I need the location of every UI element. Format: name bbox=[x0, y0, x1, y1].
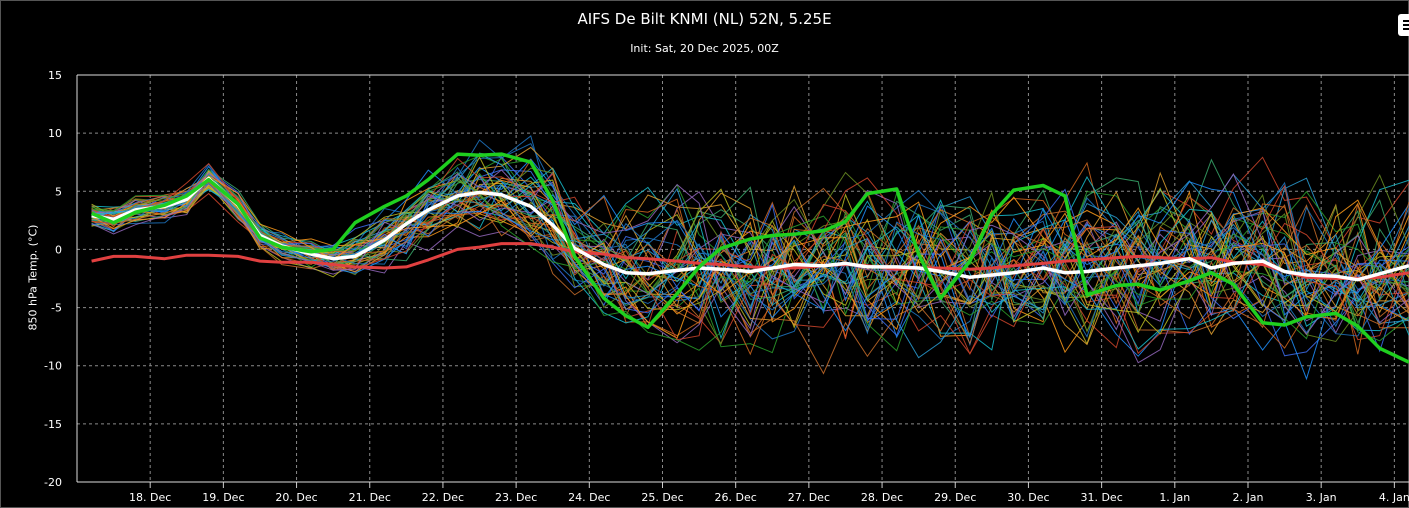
ensemble-member-line bbox=[91, 158, 1409, 345]
x-tick-label: 28. Dec bbox=[861, 491, 903, 504]
chart-subtitle: Init: Sat, 20 Dec 2025, 00Z bbox=[630, 42, 779, 55]
x-tick-label: 30. Dec bbox=[1007, 491, 1049, 504]
x-tick-label: 2. Jan bbox=[1233, 491, 1264, 504]
x-tick-label: 24. Dec bbox=[568, 491, 610, 504]
ensemble-member-line bbox=[91, 169, 1409, 337]
x-tick-label: 25. Dec bbox=[641, 491, 683, 504]
x-tick-label: 20. Dec bbox=[275, 491, 317, 504]
y-tick-label: -5 bbox=[51, 302, 62, 315]
x-tick-label: 29. Dec bbox=[934, 491, 976, 504]
y-tick-label: -15 bbox=[44, 418, 62, 431]
y-tick-label: -20 bbox=[44, 476, 62, 489]
ensemble-member-line bbox=[91, 167, 1409, 343]
chart-title: AIFS De Bilt KNMI (NL) 52N, 5.25E bbox=[577, 10, 832, 28]
y-tick-label: 0 bbox=[55, 243, 62, 256]
y-tick-label: -10 bbox=[44, 360, 62, 373]
y-tick-label: 5 bbox=[55, 185, 62, 198]
control-line bbox=[90, 152, 1409, 364]
x-tick-label: 4. Jan bbox=[1379, 491, 1409, 504]
x-tick-label: 22. Dec bbox=[422, 491, 464, 504]
ensemble-member-line bbox=[91, 152, 1409, 339]
ensemble-member-line bbox=[91, 179, 1409, 333]
ensemble-member-line bbox=[91, 176, 1409, 375]
highlight-series bbox=[90, 152, 1409, 364]
x-tick-label: 1. Jan bbox=[1159, 491, 1190, 504]
hamburger-menu-icon[interactable] bbox=[1398, 14, 1409, 36]
x-tick-label: 26. Dec bbox=[715, 491, 757, 504]
x-tick-label: 23. Dec bbox=[495, 491, 537, 504]
x-tick-label: 3. Jan bbox=[1306, 491, 1337, 504]
x-tick-label: 27. Dec bbox=[788, 491, 830, 504]
y-tick-label: 10 bbox=[48, 127, 62, 140]
y-tick-label: 15 bbox=[48, 69, 62, 82]
x-tick-label: 31. Dec bbox=[1080, 491, 1122, 504]
ensemble-member-line bbox=[91, 180, 1409, 352]
x-tick-label: 21. Dec bbox=[349, 491, 391, 504]
ensemble-member-line bbox=[91, 182, 1409, 356]
mean-line bbox=[91, 176, 1409, 282]
x-tick-label: 18. Dec bbox=[129, 491, 171, 504]
x-tick-label: 19. Dec bbox=[202, 491, 244, 504]
